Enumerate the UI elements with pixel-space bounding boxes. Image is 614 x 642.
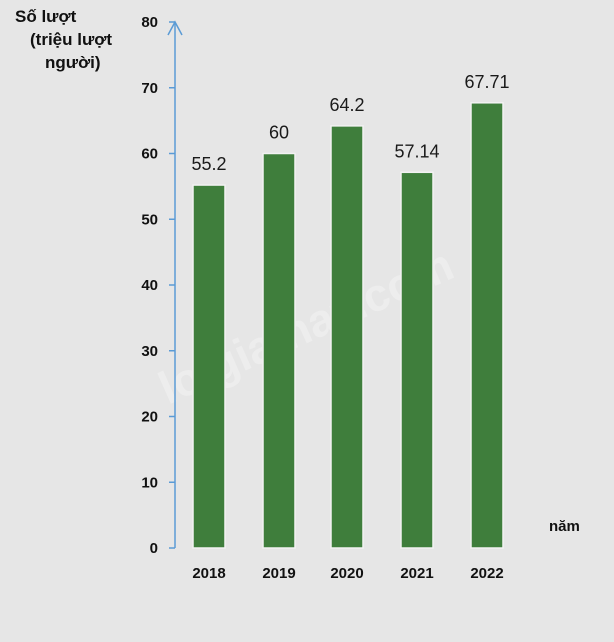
- y-tick-label: 50: [141, 211, 158, 228]
- y-tick-label: 10: [141, 474, 158, 491]
- data-label-2020: 64.2: [329, 95, 364, 115]
- y-tick-label: 70: [141, 80, 158, 97]
- y-tick-label: 30: [141, 343, 158, 360]
- y-tick-label: 40: [141, 277, 158, 294]
- y-axis-title-line: người): [45, 53, 101, 72]
- bar-2020: [330, 125, 364, 549]
- bar-2018: [192, 184, 226, 549]
- y-tick-label: 60: [141, 146, 158, 163]
- y-tick-label: 20: [141, 409, 158, 426]
- x-tick-label-2021: 2021: [400, 565, 433, 582]
- data-label-2022: 67.71: [464, 72, 509, 92]
- x-tick-label-2022: 2022: [470, 565, 503, 582]
- data-labels: 55.2 60 64.2 57.14 67.71: [191, 72, 509, 174]
- x-tick-label-2018: 2018: [192, 565, 225, 582]
- y-tick-label: 80: [141, 14, 158, 31]
- data-label-2019: 60: [269, 123, 289, 143]
- y-axis-title-line: (triệu lượt: [30, 30, 112, 49]
- x-axis-title: năm: [549, 518, 580, 535]
- data-label-2021: 57.14: [394, 141, 439, 161]
- y-axis: 0 10 20 30 40 50 60 70 80: [141, 14, 183, 557]
- bar-2019: [262, 152, 296, 549]
- bars: [192, 102, 504, 549]
- data-label-2018: 55.2: [191, 154, 226, 174]
- bar-2021: [400, 171, 434, 549]
- y-axis-title: Số lượt (triệu lượt người): [15, 7, 112, 72]
- y-axis-title-line: Số lượt: [15, 7, 77, 26]
- y-tick-label: 0: [150, 540, 158, 557]
- x-axis-tick-labels: 2018 2019 2020 2021 2022: [192, 565, 503, 582]
- bar-2022: [470, 102, 504, 549]
- x-tick-label-2019: 2019: [262, 565, 295, 582]
- x-tick-label-2020: 2020: [330, 565, 363, 582]
